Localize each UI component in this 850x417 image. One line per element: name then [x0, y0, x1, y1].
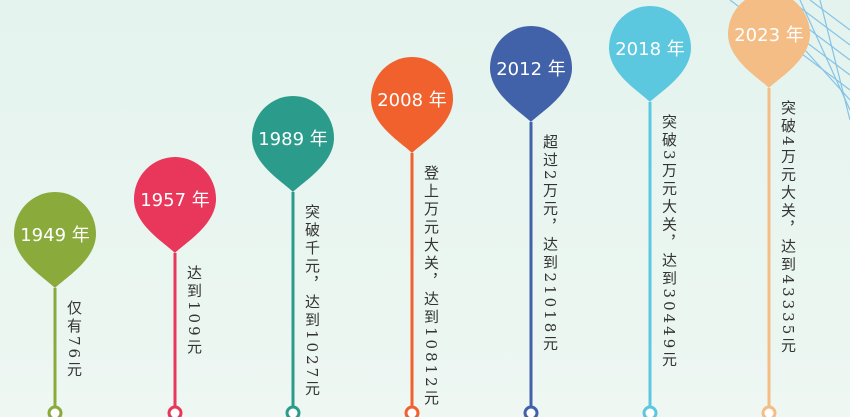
string-anchor — [169, 407, 181, 417]
year-label: 2012 年 — [496, 59, 566, 80]
string-anchor — [287, 407, 299, 417]
milestone-text: 突破3万元大关，达到30449元 — [660, 114, 678, 369]
year-label: 2008 年 — [377, 90, 447, 111]
year-label: 2018 年 — [615, 39, 685, 60]
string-anchor — [644, 407, 656, 417]
year-label: 1949 年 — [20, 225, 90, 246]
milestone-text: 突破4万元大关，达到43335元 — [779, 100, 797, 355]
year-label: 1989 年 — [258, 129, 328, 150]
string-anchor — [49, 407, 61, 417]
year-label: 1957 年 — [140, 190, 210, 211]
infographic: 1949 年 1957 年 1989 年 2008 年 2012 年 2018 年 2023… — [0, 0, 850, 417]
milestone-text: 达到109元 — [185, 265, 203, 357]
string-anchor — [763, 407, 775, 417]
milestone-text: 超过2万元，达到21018元 — [541, 134, 559, 353]
string-anchor — [525, 407, 537, 417]
milestone-text: 突破千元，达到1027元 — [303, 204, 321, 398]
year-label: 2023 年 — [734, 25, 804, 46]
milestone-text: 登上万元大关，达到10812元 — [422, 165, 440, 408]
string-anchor — [406, 407, 418, 417]
milestone-text: 仅有76元 — [65, 300, 83, 379]
